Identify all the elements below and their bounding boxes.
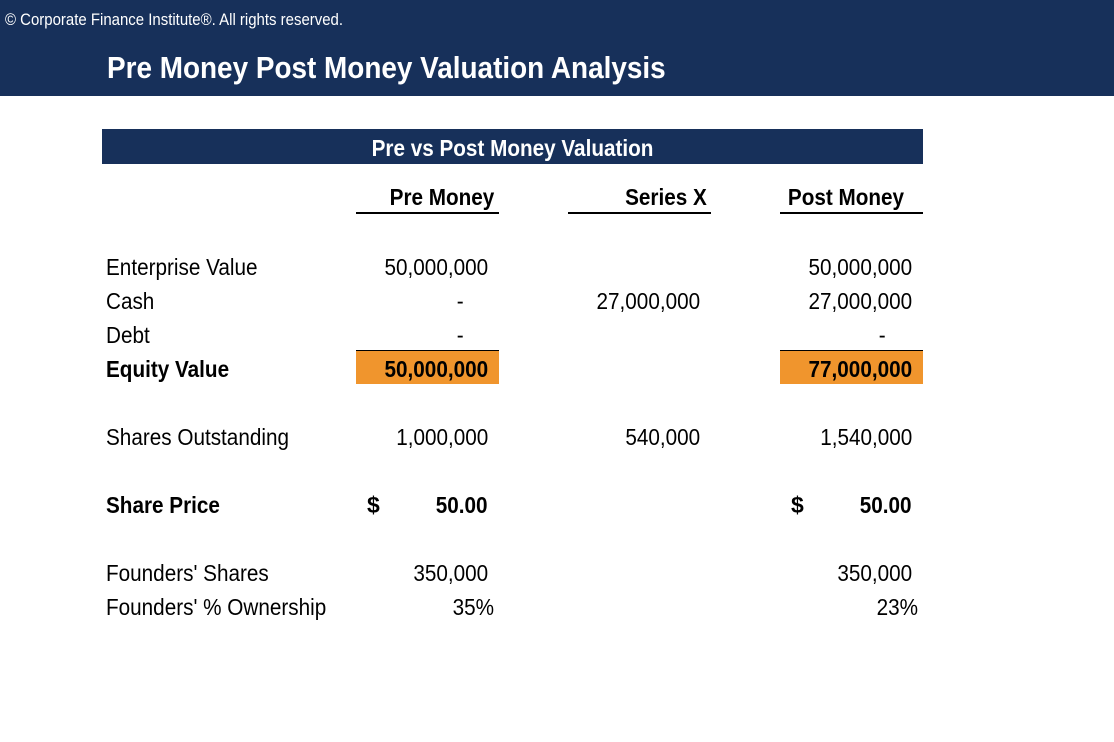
row-label-equity-value: Equity Value <box>106 356 230 382</box>
column-underline-post-money <box>780 212 923 214</box>
equity-value-pre-highlight <box>356 350 499 384</box>
row-label-founders-ownership: Founders' % Ownership <box>106 594 327 620</box>
founders-ownership-post: 23% <box>876 594 918 620</box>
share-price-post: 50.00 <box>860 492 912 518</box>
row-label-shares-outstanding: Shares Outstanding <box>106 424 289 450</box>
founders-shares-pre: 350,000 <box>413 560 488 586</box>
equity-value-post: 77,000,000 <box>808 356 912 382</box>
equity-value-post-highlight <box>780 350 923 384</box>
row-label-cash: Cash <box>106 288 155 314</box>
share-price-post-currency: $ <box>791 492 804 518</box>
shares-outstanding-post: 1,540,000 <box>819 424 912 450</box>
column-underline-series-x <box>568 212 711 214</box>
founders-ownership-pre: 35% <box>452 594 494 620</box>
share-price-pre-currency: $ <box>367 492 380 518</box>
column-underline-pre-money <box>356 212 499 214</box>
cash-series-x: 27,000,000 <box>596 288 700 314</box>
copyright-text: © Corporate Finance Institute®. All righ… <box>5 10 344 29</box>
debt-pre: - <box>457 322 464 348</box>
founders-shares-post: 350,000 <box>837 560 912 586</box>
section-header-bar: Pre vs Post Money Valuation <box>102 129 923 164</box>
header-bar: © Corporate Finance Institute®. All righ… <box>0 0 1114 96</box>
page-title: Pre Money Post Money Valuation Analysis <box>107 50 666 85</box>
row-label-share-price: Share Price <box>106 492 220 518</box>
cash-pre: - <box>457 288 464 314</box>
cash-post: 27,000,000 <box>808 288 912 314</box>
debt-post: - <box>879 322 886 348</box>
equity-value-pre: 50,000,000 <box>384 356 488 382</box>
row-label-enterprise-value: Enterprise Value <box>106 254 258 280</box>
enterprise-value-pre: 50,000,000 <box>384 254 488 280</box>
column-header-post-money: Post Money <box>787 184 904 210</box>
share-price-pre: 50.00 <box>436 492 488 518</box>
column-header-series-x: Series X <box>625 184 707 210</box>
section-title: Pre vs Post Money Valuation <box>371 135 654 161</box>
shares-outstanding-pre: 1,000,000 <box>395 424 488 450</box>
column-header-pre-money: Pre Money <box>389 184 494 210</box>
shares-outstanding-series-x: 540,000 <box>625 424 700 450</box>
row-label-debt: Debt <box>106 322 150 348</box>
row-label-founders-shares: Founders' Shares <box>106 560 269 586</box>
enterprise-value-post: 50,000,000 <box>808 254 912 280</box>
